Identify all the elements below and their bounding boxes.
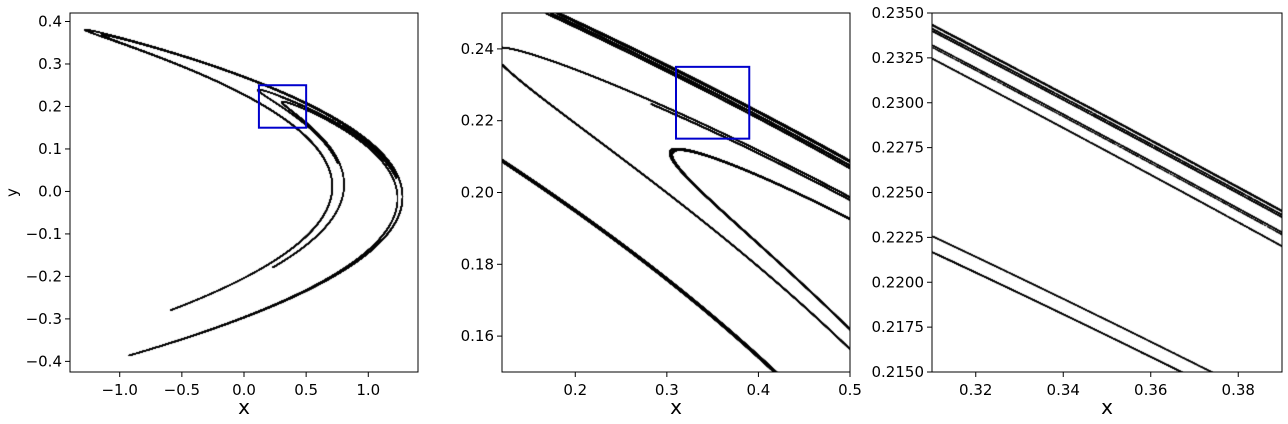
x-axis-label: x <box>670 395 682 419</box>
y-tick-label: 0.2325 <box>872 49 925 67</box>
y-tick-label: 0.2200 <box>872 273 925 291</box>
y-tick-label: 0.2275 <box>872 139 925 157</box>
x-tick-label: −0.5 <box>164 381 200 399</box>
panel-full-attractor: −1.0 −0.5 0.0 0.5 1.0 −0.4 −0.3 −0.2 −0.1 0.0 0.1 0… <box>3 12 419 419</box>
x-tick-label: 0.36 <box>1134 381 1167 399</box>
x-tick-label: 1.0 <box>356 381 380 399</box>
y-tick-label: 0.20 <box>461 184 494 202</box>
x-tick-label: 0.38 <box>1222 381 1255 399</box>
y-tick-label: 0.24 <box>461 40 494 58</box>
y-tick-label: 0.2300 <box>872 94 925 112</box>
y-tick-label: 0.3 <box>38 55 62 73</box>
y-tick-label: 0.1 <box>38 140 62 158</box>
x-axis-label: x <box>1101 395 1113 419</box>
zoom-box <box>257 84 308 129</box>
y-tick-label: −0.4 <box>26 352 62 370</box>
y-tick-label: −0.2 <box>26 267 62 285</box>
x-tick-label: 0.5 <box>294 381 318 399</box>
y-tick-label: −0.3 <box>26 310 62 328</box>
y-tick-label: 0.0 <box>38 182 62 200</box>
panel-zoom-2: 0.32 0.34 0.36 0.38 0.2150 0.2175 0.2200 0.2225… <box>872 4 1283 419</box>
y-axis-label: y <box>3 188 21 197</box>
y-tick-label: 0.2150 <box>872 363 925 381</box>
x-tick-label: 0.0 <box>232 381 256 399</box>
y-tick-label: 0.22 <box>461 112 494 130</box>
attractor-points <box>70 13 418 372</box>
y-tick-label: 0.2350 <box>872 4 925 22</box>
x-tick-label: −1.0 <box>101 381 137 399</box>
x-tick-label: 0.5 <box>838 381 862 399</box>
x-tick-label: 0.34 <box>1047 381 1080 399</box>
x-tick-label: 0.3 <box>655 381 679 399</box>
y-tick-label: 0.4 <box>38 12 62 30</box>
y-tick-label: 0.2250 <box>872 184 925 202</box>
panel-zoom-1: 0.2 0.3 0.4 0.5 0.16 0.18 0.20 0.22 0.24 x <box>461 12 862 419</box>
y-tick-label: 0.2 <box>38 97 62 115</box>
attractor-points <box>932 13 1282 372</box>
x-tick-label: 0.4 <box>746 381 770 399</box>
zoom-box <box>675 65 751 140</box>
y-tick-label: 0.2225 <box>872 228 925 246</box>
x-axis-label: x <box>238 395 250 419</box>
y-tick-label: 0.16 <box>461 327 494 345</box>
y-tick-label: 0.2175 <box>872 318 925 336</box>
y-tick-label: 0.18 <box>461 255 494 273</box>
y-tick-label: −0.1 <box>26 225 62 243</box>
x-tick-label: 0.2 <box>563 381 587 399</box>
x-tick-label: 0.32 <box>959 381 992 399</box>
